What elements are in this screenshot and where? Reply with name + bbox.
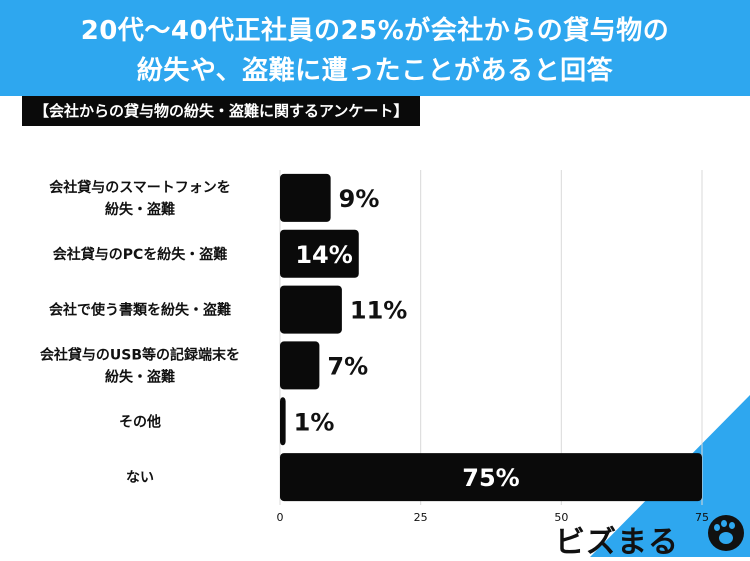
- page-title-line2: 紛失や、盗難に遭ったことがあると回答: [136, 56, 614, 86]
- bar-value-label: 9%: [339, 185, 380, 213]
- brand-logo: ビズまる: [555, 525, 679, 560]
- bar: [280, 229, 359, 278]
- category-label: 会社貸与のPCを紛失・盗難: [53, 246, 228, 263]
- paw-icon: [708, 515, 744, 551]
- x-tick-label: 50: [554, 511, 568, 524]
- category-label: 会社貸与のUSB等の記録端末を: [40, 346, 240, 363]
- category-label: 紛失・盗難: [105, 368, 175, 385]
- bar: [280, 397, 286, 446]
- category-label: 会社貸与のスマートフォンを: [49, 179, 231, 196]
- bar: [280, 173, 331, 222]
- bar-value-label: 11%: [350, 297, 407, 325]
- bar-value-label: 7%: [327, 352, 368, 380]
- bar-value-label: 14%: [295, 241, 352, 269]
- x-tick-label: 25: [414, 511, 428, 524]
- bar: [280, 341, 320, 390]
- survey-subtitle: 【会社からの貸与物の紛失・盗難に関するアンケート】: [22, 96, 421, 126]
- page-title-line1: 20代〜40代正社員の25%が会社からの貸与物の: [80, 16, 670, 46]
- bar: [280, 453, 702, 502]
- category-label: その他: [119, 413, 161, 430]
- category-label: 会社で使う書類を紛失・盗難: [49, 302, 231, 319]
- x-tick-label: 0: [277, 511, 284, 524]
- category-label: 紛失・盗難: [105, 201, 175, 218]
- header-banner: 20代〜40代正社員の25%が会社からの貸与物の 紛失や、盗難に遭ったことがある…: [0, 0, 750, 96]
- bar-value-label: 75%: [462, 464, 519, 492]
- bar: [280, 285, 342, 334]
- x-tick-label: 75: [695, 511, 709, 524]
- bar-value-label: 1%: [294, 408, 335, 436]
- category-label: ない: [126, 470, 154, 486]
